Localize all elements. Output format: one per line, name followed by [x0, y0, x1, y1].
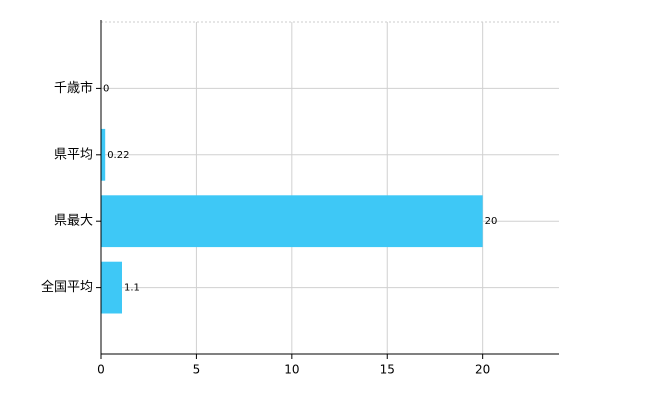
value-label: 0.22 [107, 150, 129, 161]
x-tick-label: 10 [284, 363, 299, 377]
y-tick-label: 全国平均 [41, 279, 93, 295]
value-label: 0 [103, 83, 109, 94]
x-tick-label: 15 [380, 363, 395, 377]
x-tick-label: 0 [97, 363, 105, 377]
bar [101, 195, 483, 248]
bar [101, 128, 106, 181]
value-label: 20 [485, 216, 498, 227]
y-tick-label: 県平均 [54, 147, 93, 162]
x-tick-label: 5 [193, 363, 201, 377]
y-tick-label: 県最大 [54, 214, 93, 229]
bar [101, 261, 122, 314]
x-tick-label: 20 [475, 363, 490, 377]
value-label: 1.1 [124, 283, 140, 294]
y-tick-label: 千歳市 [54, 80, 93, 96]
